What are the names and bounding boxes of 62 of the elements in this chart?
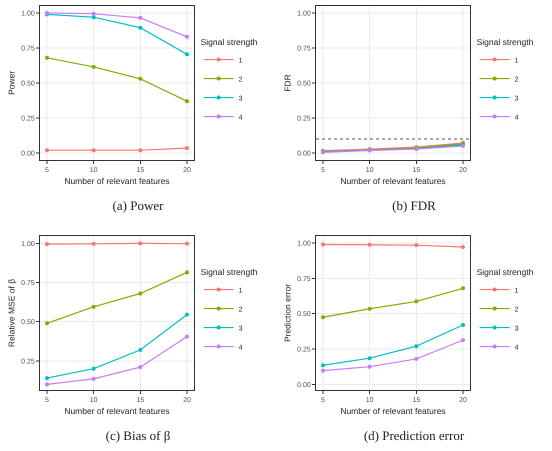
point xyxy=(461,245,465,250)
point xyxy=(185,270,189,274)
y-axis-title: Prediction error xyxy=(282,284,293,342)
point xyxy=(414,344,418,348)
point xyxy=(92,148,96,152)
point xyxy=(92,242,96,246)
point xyxy=(461,286,465,290)
y-axis-title: Power xyxy=(6,70,17,96)
point xyxy=(185,312,189,317)
y-axis-title: Relative MSE of β xyxy=(6,278,17,348)
point xyxy=(368,356,372,360)
point xyxy=(138,148,142,152)
point xyxy=(368,364,372,369)
point xyxy=(45,382,49,386)
point xyxy=(414,299,418,304)
point xyxy=(138,16,142,20)
legend-title: Signal strength xyxy=(200,37,258,48)
point xyxy=(185,52,189,56)
point xyxy=(92,64,96,69)
point xyxy=(138,76,142,81)
point xyxy=(138,365,142,370)
y-axis-title: FDR xyxy=(282,74,293,92)
point xyxy=(185,34,189,39)
point xyxy=(138,348,142,352)
x-axis-title: Number of relevant features xyxy=(340,176,446,186)
point xyxy=(321,363,325,368)
point xyxy=(45,56,49,60)
point xyxy=(185,334,189,339)
x-axis-title: Number of relevant features xyxy=(64,406,170,416)
text: (c) Bias of β xyxy=(104,428,172,444)
point xyxy=(414,356,418,361)
point xyxy=(368,306,372,311)
point xyxy=(368,242,372,247)
text: (b) FDR xyxy=(391,198,437,214)
point xyxy=(45,148,49,152)
legend-title: Signal strength xyxy=(200,267,258,278)
point xyxy=(45,242,49,246)
point xyxy=(92,366,96,371)
x-axis-title: Number of relevant features xyxy=(64,176,170,186)
point xyxy=(45,321,49,326)
point xyxy=(185,99,189,104)
text: (d) Prediction error xyxy=(362,428,466,444)
text: (a) Power xyxy=(112,198,164,214)
x-axis-title: Number of relevant features xyxy=(340,406,446,416)
point xyxy=(414,243,418,248)
point xyxy=(138,292,142,296)
point xyxy=(461,338,465,342)
legend-title: Signal strength xyxy=(476,37,534,48)
point xyxy=(185,242,189,246)
point xyxy=(138,26,142,30)
point xyxy=(321,242,325,246)
legend-title: Signal strength xyxy=(476,267,534,278)
point xyxy=(185,146,189,150)
point xyxy=(45,376,49,380)
point xyxy=(92,15,96,20)
point xyxy=(92,376,96,381)
point xyxy=(321,315,325,320)
point xyxy=(92,304,96,309)
point xyxy=(138,241,142,246)
point xyxy=(461,323,465,328)
point xyxy=(321,368,325,373)
point xyxy=(92,12,96,16)
